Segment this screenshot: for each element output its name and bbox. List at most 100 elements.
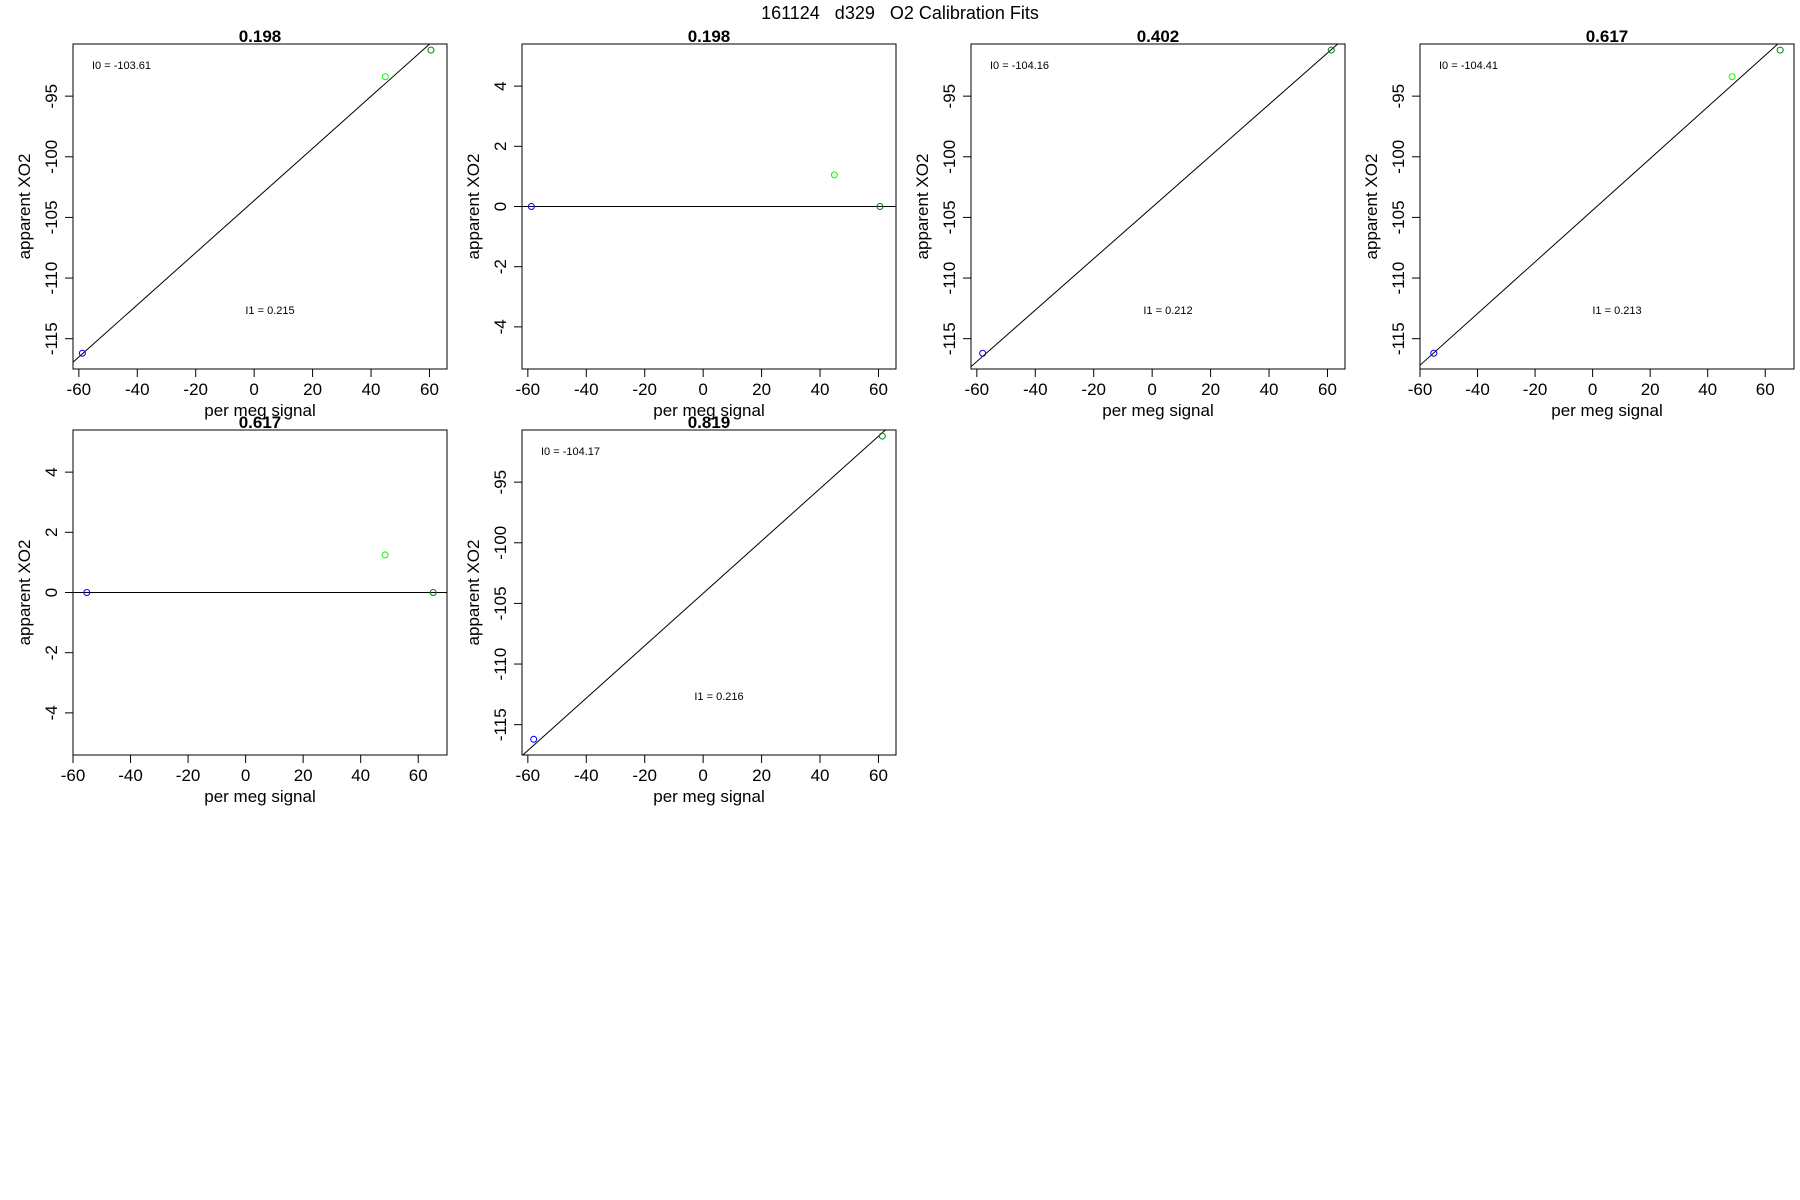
data-point (1728, 73, 1736, 81)
x-tick-label: 60 (1756, 380, 1775, 399)
x-tick-label: 60 (409, 766, 428, 785)
x-tick-label: -20 (1081, 380, 1106, 399)
y-tick-label: -100 (940, 140, 959, 174)
x-tick-label: 0 (1588, 380, 1597, 399)
data-point (429, 589, 437, 596)
x-tick-label: 20 (294, 766, 313, 785)
x-tick-label: -60 (61, 766, 86, 785)
data-point (1776, 46, 1784, 54)
data-point (979, 349, 987, 357)
panel-title: 0.617 (239, 413, 282, 432)
slope-annotation: I1 = 0.212 (1143, 305, 1192, 317)
x-tick-label: 60 (869, 766, 888, 785)
data-point (878, 432, 886, 440)
plot-frame (521, 429, 897, 756)
x-tick-label: -20 (632, 380, 657, 399)
x-axis-label: per meg signal (204, 401, 316, 420)
data-point (1327, 46, 1335, 54)
y-axis-label: apparent XO2 (1362, 154, 1381, 260)
y-axis-label: apparent XO2 (913, 154, 932, 260)
x-tick-label: 40 (811, 380, 830, 399)
x-tick-label: -40 (574, 766, 599, 785)
panel-title: 0.402 (1137, 27, 1180, 46)
chart-panel-6: 0.819 -60 -40 -20 0 20 40 60 per meg signal -115 -… (464, 413, 897, 806)
y-tick-label: -2 (491, 259, 510, 274)
x-tick-label: 60 (1318, 380, 1337, 399)
x-tick-label: 40 (1698, 380, 1717, 399)
y-tick-label: -95 (491, 470, 510, 495)
data-point (530, 735, 538, 743)
slope-annotation: I1 = 0.215 (245, 305, 294, 317)
x-tick-label: -40 (1023, 380, 1048, 399)
y-tick-label: -110 (1389, 262, 1408, 295)
data-point (381, 73, 389, 81)
y-axis-label: apparent XO2 (15, 540, 34, 646)
y-axis-label: apparent XO2 (464, 540, 483, 646)
data-point (381, 551, 389, 559)
x-tick-label: 20 (752, 766, 771, 785)
x-axis-label: per meg signal (653, 787, 765, 806)
intercept-annotation: I0 = -104.16 (990, 60, 1049, 72)
fit-line (1420, 44, 1779, 366)
x-axis-label: per meg signal (653, 401, 765, 420)
x-tick-label: -20 (176, 766, 201, 785)
y-tick-label: -105 (940, 200, 959, 234)
x-axis-label: per meg signal (1102, 401, 1214, 420)
data-point (427, 46, 435, 54)
x-axis-label: per meg signal (204, 787, 316, 806)
x-tick-label: 40 (1260, 380, 1279, 399)
chart-panel-1: 0.198 -60 -40 -20 0 20 40 60 per meg signal -115 -… (15, 27, 448, 420)
y-tick-label: -100 (42, 140, 61, 174)
x-tick-label: -40 (1465, 380, 1490, 399)
data-point (78, 349, 86, 357)
y-tick-label: -105 (491, 586, 510, 620)
x-tick-label: 0 (241, 766, 250, 785)
y-tick-label: -115 (42, 322, 61, 355)
x-tick-label: 0 (698, 766, 707, 785)
x-tick-label: 60 (869, 380, 888, 399)
x-tick-label: -20 (183, 380, 208, 399)
y-tick-label: -115 (491, 708, 510, 741)
figure-title: 161124 d329 O2 Calibration Fits (761, 3, 1039, 23)
data-point (1430, 349, 1438, 357)
y-tick-label: -95 (1389, 84, 1408, 109)
fit-line (522, 430, 887, 755)
intercept-annotation: I0 = -104.17 (541, 446, 600, 458)
plot-frame (72, 43, 448, 370)
y-tick-label: -4 (42, 705, 61, 720)
x-tick-label: 0 (698, 380, 707, 399)
y-tick-label: -115 (1389, 322, 1408, 355)
data-point (830, 171, 838, 179)
x-tick-label: 40 (811, 766, 830, 785)
x-tick-label: 0 (249, 380, 258, 399)
x-tick-label: 20 (752, 380, 771, 399)
y-tick-label: 2 (491, 142, 510, 151)
panel-title: 0.198 (239, 27, 282, 46)
y-axis-label: apparent XO2 (464, 154, 483, 260)
data-point (527, 203, 535, 210)
x-tick-label: -40 (574, 380, 599, 399)
y-tick-label: 4 (491, 81, 510, 90)
y-axis-label: apparent XO2 (15, 154, 34, 260)
x-tick-label: 0 (1147, 380, 1156, 399)
y-tick-label: -100 (491, 526, 510, 560)
y-tick-label: -2 (42, 645, 61, 660)
y-tick-label: -4 (491, 319, 510, 334)
y-tick-label: 0 (491, 202, 510, 211)
y-tick-label: -110 (940, 262, 959, 295)
x-tick-label: 40 (362, 380, 381, 399)
y-tick-label: -95 (42, 84, 61, 109)
x-tick-label: -40 (118, 766, 143, 785)
plot-frame (1419, 43, 1795, 370)
y-tick-label: -100 (1389, 140, 1408, 174)
panel-title: 0.198 (688, 27, 731, 46)
y-tick-label: -105 (42, 200, 61, 234)
y-tick-label: -95 (940, 84, 959, 109)
slope-annotation: I1 = 0.213 (1592, 305, 1641, 317)
x-tick-label: -60 (67, 380, 92, 399)
plot-frame (970, 43, 1346, 370)
